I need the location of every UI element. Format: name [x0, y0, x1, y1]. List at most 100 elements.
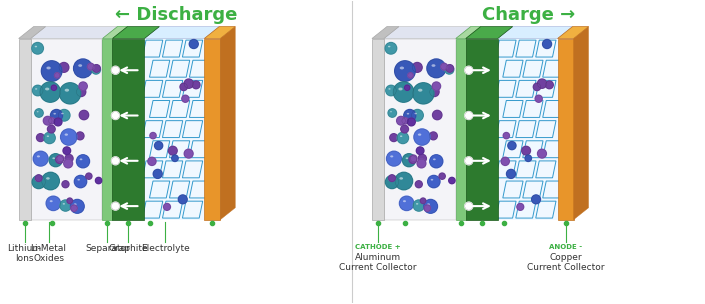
Ellipse shape [415, 113, 417, 114]
Circle shape [400, 125, 408, 133]
Circle shape [385, 43, 397, 54]
Ellipse shape [390, 111, 392, 112]
Polygon shape [30, 26, 118, 39]
Circle shape [32, 175, 45, 188]
Circle shape [428, 175, 440, 188]
Text: Aluminum
Current Collector: Aluminum Current Collector [339, 253, 417, 272]
Circle shape [76, 132, 84, 140]
Ellipse shape [80, 158, 82, 160]
Circle shape [32, 43, 44, 54]
Circle shape [537, 79, 546, 88]
Bar [384, 39, 456, 220]
Circle shape [446, 65, 453, 72]
Text: CATHODE +: CATHODE + [355, 244, 400, 250]
Circle shape [420, 198, 426, 204]
Ellipse shape [447, 67, 449, 69]
Polygon shape [113, 26, 159, 39]
Circle shape [92, 65, 100, 72]
Circle shape [465, 66, 473, 74]
Circle shape [413, 200, 424, 211]
Bar [372, 39, 384, 220]
Circle shape [430, 87, 439, 97]
Circle shape [35, 109, 43, 117]
Circle shape [388, 109, 396, 117]
Circle shape [429, 132, 437, 140]
Circle shape [153, 169, 162, 178]
Circle shape [397, 132, 408, 143]
Ellipse shape [65, 133, 68, 136]
Polygon shape [145, 26, 219, 39]
Circle shape [404, 109, 416, 122]
Circle shape [532, 195, 541, 204]
Circle shape [59, 63, 69, 72]
Ellipse shape [390, 155, 393, 157]
Circle shape [393, 82, 414, 102]
Polygon shape [574, 26, 589, 220]
Circle shape [390, 134, 398, 142]
Circle shape [111, 66, 119, 74]
Bar [113, 39, 145, 220]
Circle shape [148, 157, 156, 165]
Ellipse shape [416, 203, 418, 205]
Circle shape [44, 132, 55, 143]
Ellipse shape [399, 177, 403, 180]
Circle shape [403, 154, 415, 167]
Circle shape [172, 155, 178, 161]
Circle shape [400, 196, 414, 210]
Circle shape [395, 61, 415, 81]
Polygon shape [558, 26, 589, 39]
Text: Li-Metal
Oxides: Li-Metal Oxides [30, 244, 66, 263]
Polygon shape [466, 26, 513, 39]
Circle shape [40, 82, 61, 102]
Ellipse shape [431, 179, 434, 181]
Ellipse shape [431, 64, 436, 67]
Polygon shape [456, 26, 481, 39]
Circle shape [65, 154, 73, 163]
Circle shape [74, 175, 87, 188]
Circle shape [448, 177, 455, 184]
Bar [456, 39, 466, 220]
Ellipse shape [403, 200, 406, 202]
Circle shape [535, 95, 542, 102]
Circle shape [415, 181, 422, 188]
Circle shape [35, 175, 42, 181]
Bar [498, 39, 558, 220]
Text: ← Discharge: ← Discharge [115, 6, 238, 24]
Ellipse shape [418, 133, 422, 136]
Circle shape [414, 129, 430, 145]
Ellipse shape [47, 135, 49, 137]
Ellipse shape [427, 203, 430, 205]
Ellipse shape [74, 203, 77, 205]
Circle shape [79, 110, 89, 120]
Circle shape [62, 181, 69, 188]
Ellipse shape [388, 179, 391, 181]
Circle shape [76, 155, 90, 168]
Circle shape [86, 173, 92, 179]
Circle shape [111, 157, 119, 165]
Circle shape [87, 63, 94, 70]
Circle shape [501, 157, 509, 165]
Circle shape [182, 95, 189, 102]
Circle shape [506, 169, 515, 178]
Text: Separator: Separator [85, 244, 130, 253]
Circle shape [412, 63, 422, 72]
Ellipse shape [433, 158, 436, 160]
Circle shape [503, 133, 510, 139]
Bar [102, 39, 113, 220]
Circle shape [412, 109, 423, 121]
Circle shape [430, 155, 443, 168]
Circle shape [417, 147, 424, 154]
Circle shape [73, 59, 92, 78]
Circle shape [56, 156, 63, 164]
Circle shape [418, 154, 427, 163]
Circle shape [405, 85, 410, 90]
Circle shape [164, 203, 171, 210]
Ellipse shape [35, 88, 37, 90]
Circle shape [60, 200, 71, 211]
Ellipse shape [78, 64, 82, 67]
Circle shape [424, 205, 431, 211]
Text: Electrolyte: Electrolyte [141, 244, 190, 253]
Circle shape [61, 129, 77, 145]
Circle shape [54, 118, 62, 126]
Ellipse shape [63, 203, 65, 205]
